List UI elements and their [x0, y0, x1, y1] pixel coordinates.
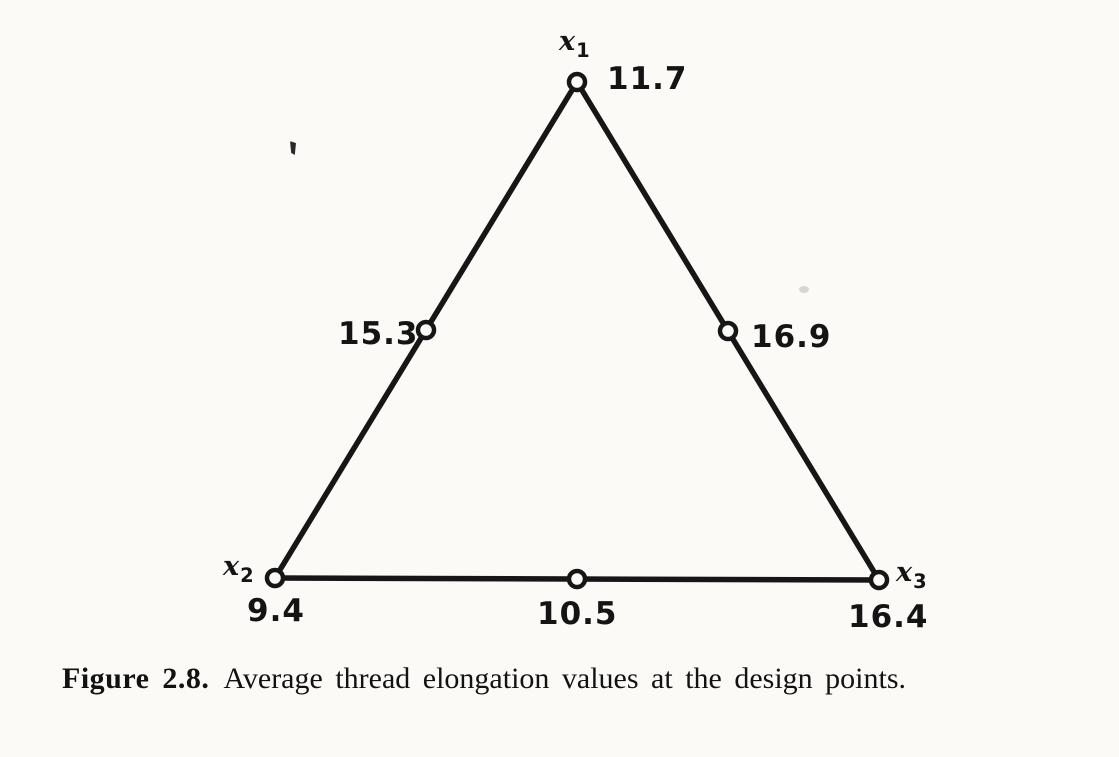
- value-label-x1: 11.7: [607, 61, 688, 97]
- design-point-x3: [868, 569, 890, 591]
- figure-caption-text: Average thread elongation values at the …: [223, 662, 907, 695]
- vertex-label-x3-subscript: 3: [913, 569, 927, 593]
- vertex-label-x1-base: x: [559, 26, 576, 57]
- vertex-label-x2-subscript: 2: [240, 563, 254, 587]
- ink-speck-artifact: [290, 141, 296, 155]
- faint-smudge-artifact: [799, 286, 809, 293]
- value-label-x1x3-midpoint: 16.9: [751, 319, 832, 355]
- value-label-x3: 16.4: [848, 599, 929, 635]
- vertex-label-x3: x3: [896, 557, 927, 591]
- design-point-x1x3-midpoint: [717, 320, 739, 342]
- vertex-label-x1-subscript: 1: [576, 38, 590, 62]
- figure-caption-number: Figure 2.8.: [62, 662, 210, 695]
- vertex-label-x2: x2: [223, 551, 254, 585]
- vertex-label-x2-base: x: [223, 551, 240, 582]
- figure-caption: Figure 2.8. Average thread elongation val…: [62, 662, 1082, 696]
- design-point-x1: [566, 71, 588, 93]
- vertex-label-x1: x1: [559, 26, 590, 60]
- value-label-x1x2-midpoint: 15.3: [338, 316, 419, 352]
- design-point-x2: [264, 567, 286, 589]
- vertex-label-x3-base: x: [896, 557, 913, 588]
- value-label-x2x3-midpoint: 10.5: [537, 596, 618, 632]
- design-point-x2x3-midpoint: [566, 568, 588, 590]
- value-label-x2: 9.4: [247, 593, 305, 629]
- design-point-x1x2-midpoint: [415, 319, 437, 341]
